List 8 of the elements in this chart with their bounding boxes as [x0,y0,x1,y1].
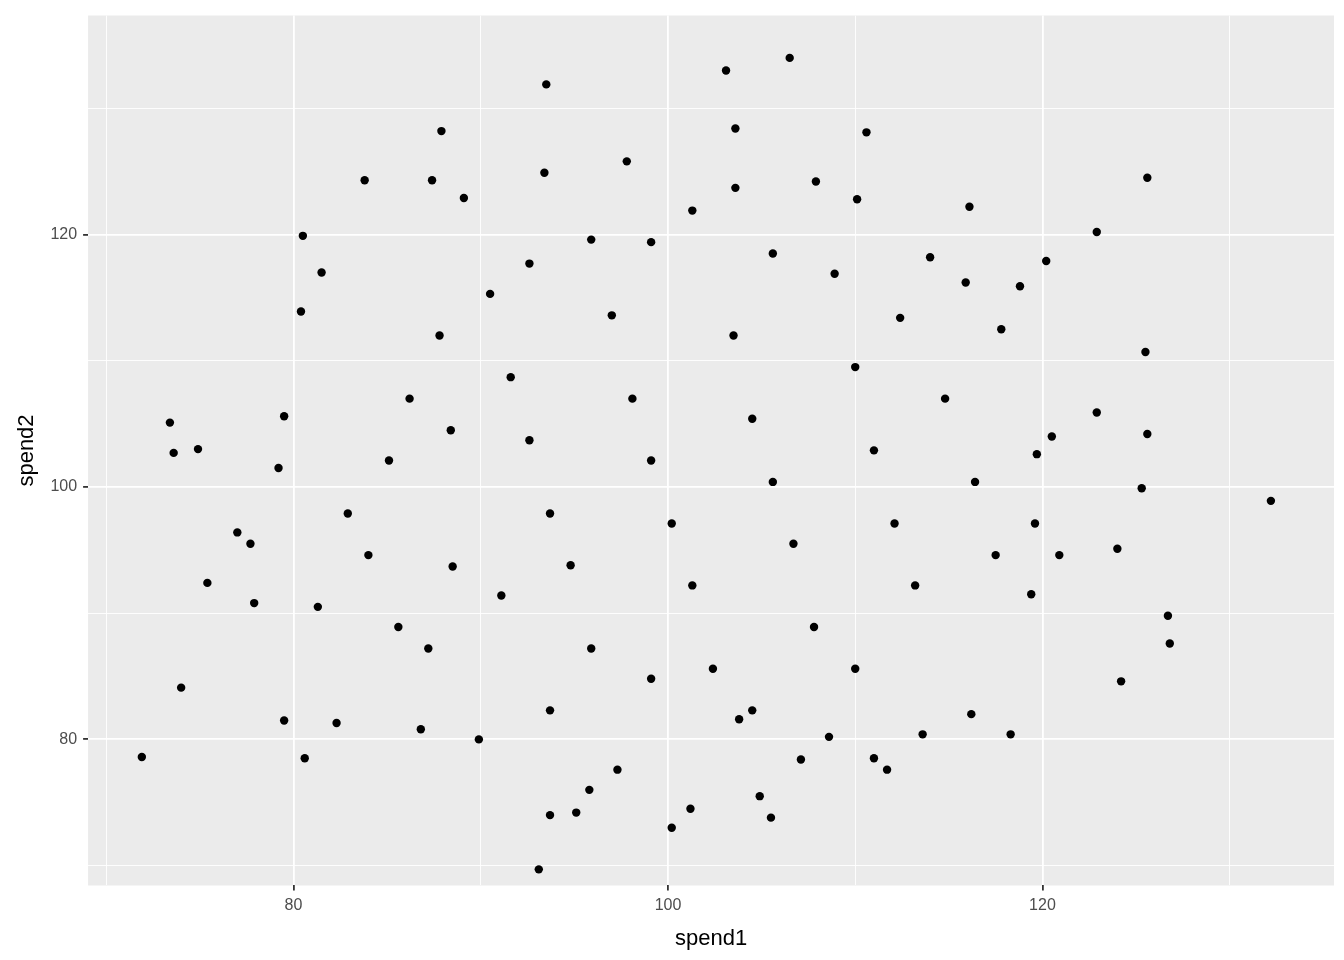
x-tick-label: 100 [654,896,682,914]
x-tick-label: 80 [284,896,303,914]
x-tick-label: 120 [1029,896,1056,914]
y-tick-label: 100 [50,477,78,495]
y-tick-label: 120 [50,224,78,242]
x-axis-title: spend1 [674,924,748,950]
y-axis-title: spend2 [13,414,39,487]
y-tick-label: 80 [59,729,78,747]
